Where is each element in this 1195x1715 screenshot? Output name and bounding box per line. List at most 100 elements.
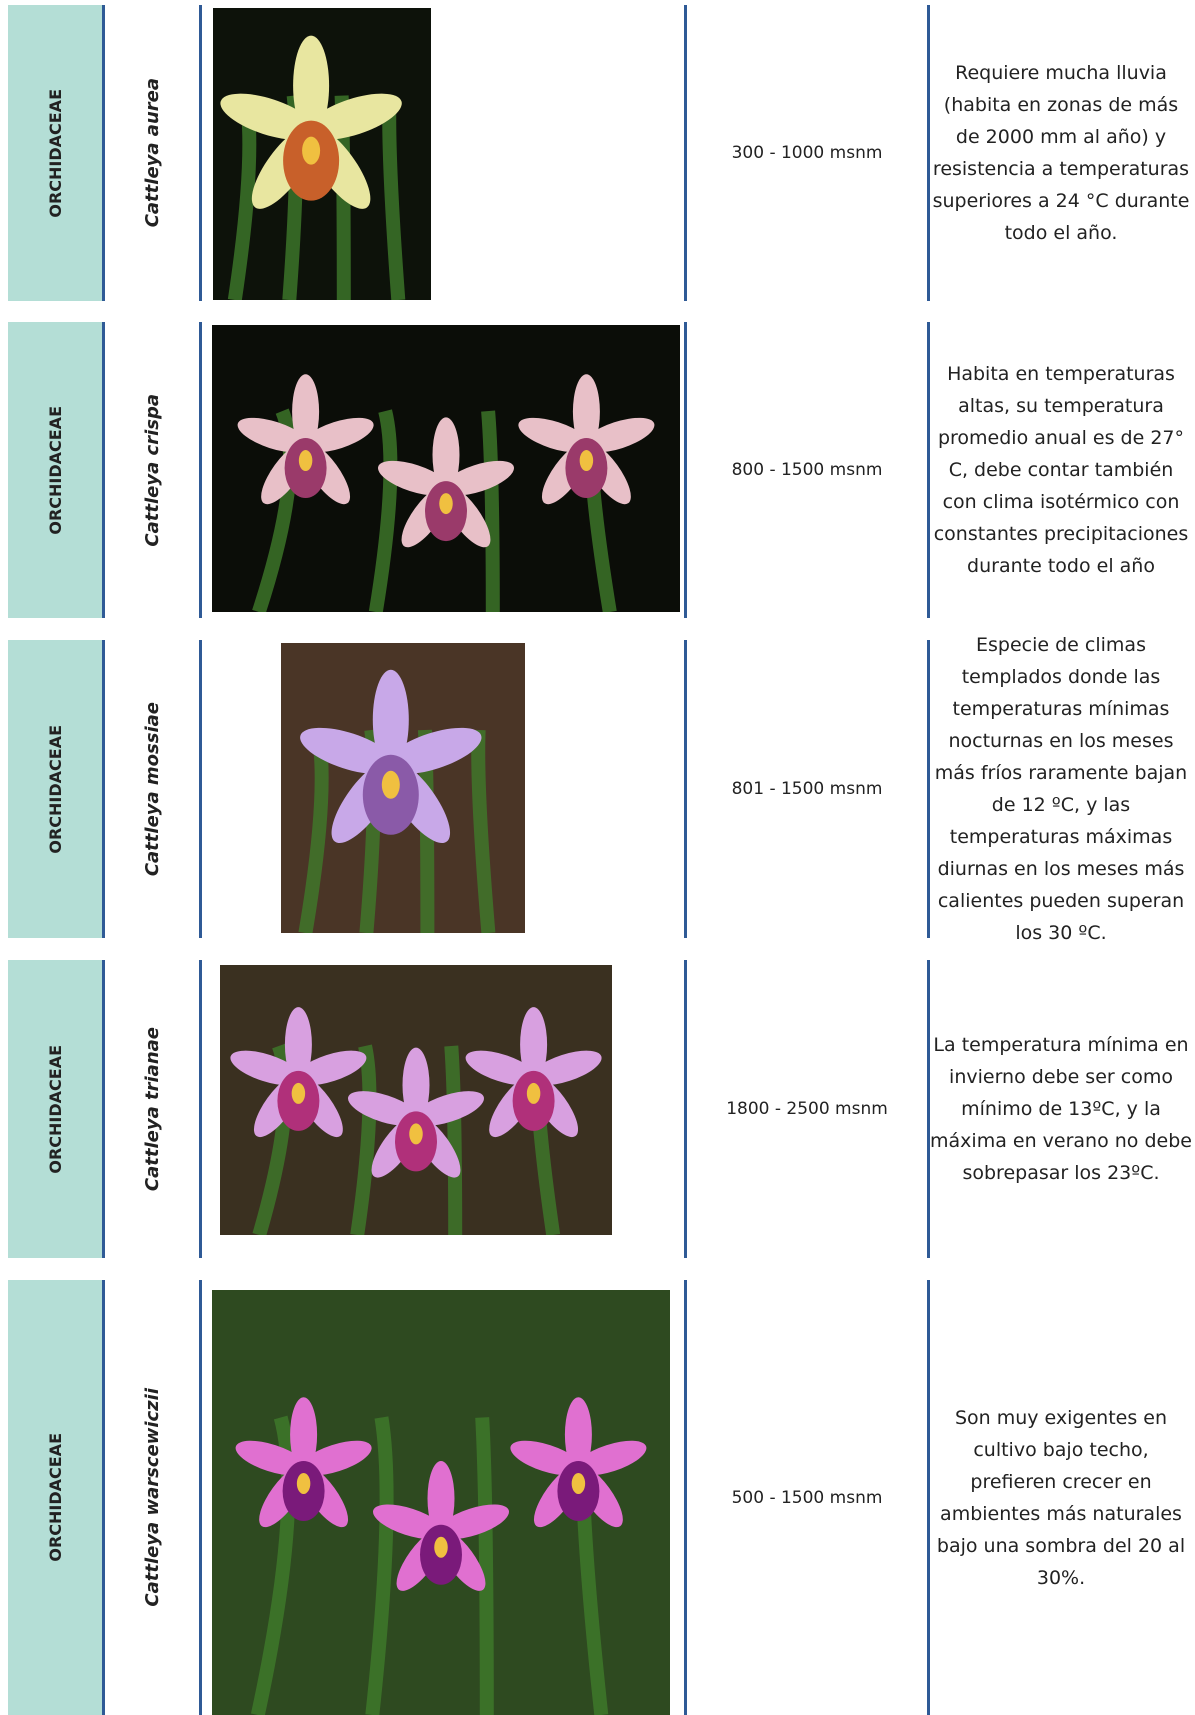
photo-shape <box>409 1123 423 1145</box>
photo-shape <box>372 669 409 770</box>
photo-cell <box>202 960 687 1258</box>
description-text: Requiere mucha lluvia (habita en zonas d… <box>932 62 1190 244</box>
altitude-cell: 1800 - 2500 msnm <box>687 960 930 1258</box>
photo-shape <box>365 1416 394 1715</box>
photo-shape <box>291 1082 306 1104</box>
description-text: Son muy exigentes en cultivo bajo techo,… <box>936 1406 1186 1589</box>
photo-shape <box>402 1047 430 1123</box>
photo-shape <box>444 1045 463 1235</box>
orchid-photo <box>220 965 612 1235</box>
family-cell: ORCHIDACEAE <box>8 322 105 618</box>
photo-shape <box>526 1082 541 1104</box>
species-cell: Cattleya mossiae <box>105 640 202 938</box>
altitude-range: 800 - 1500 msnm <box>731 460 883 480</box>
species-name: Cattleya trianae <box>141 1026 163 1192</box>
photo-cell <box>202 1280 687 1715</box>
photo-shape <box>372 1504 445 1540</box>
species-cell: Cattleya warscewiczii <box>105 1280 202 1715</box>
photo-shape <box>237 417 310 453</box>
family-label: ORCHIDACEAE <box>45 405 65 535</box>
description-text: Especie de climas templados donde las te… <box>934 634 1188 944</box>
photo-shape <box>293 35 330 136</box>
orchid-photo <box>281 643 525 933</box>
photo-shape <box>427 1461 455 1536</box>
family-cell: ORCHIDACEAE <box>8 960 105 1258</box>
species-name: Cattleya warscewiczii <box>141 1388 163 1607</box>
photo-shape <box>529 1050 602 1086</box>
photo-shape <box>220 93 317 140</box>
photo-shape <box>564 1397 592 1473</box>
photo-shape <box>292 374 320 450</box>
table-row: ORCHIDACEAE Cattleya mossiae 801 - 1500 ms… <box>0 634 1195 944</box>
table-row: ORCHIDACEAE Cattleya warscewiczii 500 - 15… <box>0 1280 1195 1715</box>
photo-shape <box>301 417 374 453</box>
photo-shape <box>510 1440 583 1476</box>
family-cell: ORCHIDACEAE <box>8 5 105 301</box>
photo-shape <box>385 727 482 774</box>
description-cell: Especie de climas templados donde las te… <box>930 634 1192 944</box>
orchid-photo <box>212 325 680 612</box>
photo-cell <box>202 640 687 938</box>
photo-shape <box>235 1440 308 1476</box>
photo-shape <box>434 1536 448 1558</box>
table-row: ORCHIDACEAE Cattleya trianae 1800 - 2500 m… <box>0 960 1195 1258</box>
photo-cell <box>202 322 687 618</box>
photo-shape <box>294 1050 367 1086</box>
photo-shape <box>475 1417 494 1715</box>
photo-shape <box>432 417 460 493</box>
photo-shape <box>465 1050 538 1086</box>
photo-shape <box>306 93 402 140</box>
species-cell: Cattleya trianae <box>105 960 202 1258</box>
photo-shape <box>296 1473 311 1494</box>
family-label: ORCHIDACEAE <box>45 1044 65 1174</box>
photo-shape <box>368 409 398 612</box>
photo-shape <box>571 1473 586 1494</box>
description-text: La temperatura mínima en invierno debe s… <box>930 1034 1192 1184</box>
altitude-range: 300 - 1000 msnm <box>731 143 883 163</box>
description-cell: Habita en temperaturas altas, su tempera… <box>930 322 1192 618</box>
orchid-photo <box>212 1290 670 1715</box>
family-label: ORCHIDACEAE <box>45 1433 65 1562</box>
species-name: Cattleya mossiae <box>141 701 163 877</box>
altitude-cell: 801 - 1500 msnm <box>687 640 930 938</box>
table-row: ORCHIDACEAE Cattleya aurea 300 - 1000 msnm… <box>0 5 1195 301</box>
altitude-range: 801 - 1500 msnm <box>731 779 883 799</box>
description-text: Habita en temperaturas altas, su tempera… <box>933 363 1189 577</box>
family-cell: ORCHIDACEAE <box>8 1280 105 1715</box>
orchid-photo <box>213 8 431 300</box>
description-cell: Son muy exigentes en cultivo bajo techo,… <box>930 1280 1192 1715</box>
photo-shape <box>347 1091 420 1126</box>
photo-shape <box>250 1415 296 1715</box>
photo-shape <box>439 493 453 515</box>
photo-shape <box>381 770 400 799</box>
family-label: ORCHIDACEAE <box>45 724 65 854</box>
species-name: Cattleya aurea <box>141 78 163 228</box>
photo-shape <box>442 460 515 496</box>
species-cell: Cattleya aurea <box>105 5 202 301</box>
altitude-range: 500 - 1500 msnm <box>731 1487 883 1508</box>
photo-shape <box>412 1091 485 1126</box>
photo-shape <box>300 727 396 774</box>
photo-shape <box>284 1007 312 1083</box>
altitude-cell: 300 - 1000 msnm <box>687 5 930 301</box>
altitude-cell: 500 - 1500 msnm <box>687 1280 930 1715</box>
photo-shape <box>230 1050 303 1086</box>
photo-shape <box>471 729 496 933</box>
photo-shape <box>572 374 600 450</box>
photo-shape <box>290 1397 318 1473</box>
photo-shape <box>574 1440 647 1476</box>
altitude-range: 1800 - 2500 msnm <box>726 1099 888 1119</box>
species-name: Cattleya crispa <box>141 393 163 547</box>
photo-cell <box>202 5 687 301</box>
photo-shape <box>299 1440 372 1476</box>
description-cell: Requiere mucha lluvia (habita en zonas d… <box>930 5 1192 301</box>
photo-shape <box>579 450 594 472</box>
photo-shape <box>350 1044 377 1235</box>
family-label: ORCHIDACEAE <box>45 88 65 218</box>
photo-shape <box>377 460 450 496</box>
photo-shape <box>302 136 321 165</box>
photo-shape <box>298 450 313 472</box>
species-cell: Cattleya crispa <box>105 322 202 618</box>
photo-shape <box>520 1007 548 1083</box>
